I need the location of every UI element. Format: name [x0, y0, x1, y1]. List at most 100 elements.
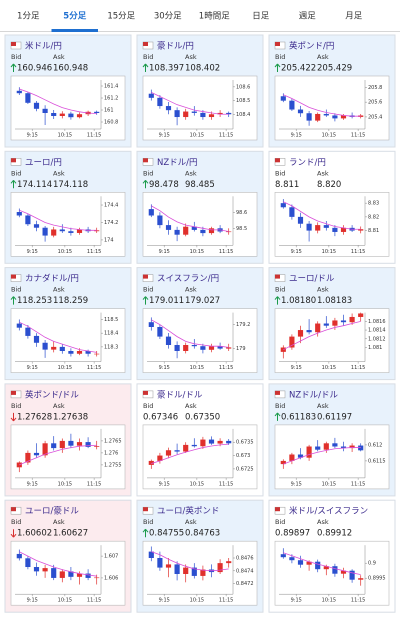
x-tick-label: 9:15 — [27, 481, 38, 487]
trend-arrow — [142, 63, 149, 72]
moving-average — [151, 443, 229, 464]
pair-name[interactable]: 米ドル/円 — [25, 41, 62, 52]
x-tick-label: 9:15 — [291, 249, 302, 255]
ask-label: Ask — [317, 169, 329, 177]
candle-body — [280, 96, 286, 101]
candle-body — [42, 108, 48, 113]
y-tick-label: 1.2755 — [104, 462, 122, 468]
tab-label[interactable]: 1時間足 — [199, 12, 230, 22]
candle-body — [289, 207, 295, 217]
y-tick-label: 98.5 — [236, 226, 247, 232]
trend-arrow — [10, 296, 17, 305]
candle-body — [208, 346, 215, 350]
chart-frame — [142, 540, 258, 606]
trend-arrow — [142, 528, 149, 538]
y-tick-label: 1.276 — [104, 450, 118, 456]
candle-body — [280, 460, 286, 465]
candle-body — [323, 113, 329, 116]
moving-average — [283, 552, 361, 575]
x-tick-label: 11:15 — [351, 365, 365, 371]
bid-price: 8.811 — [275, 180, 299, 190]
candle-body — [25, 93, 31, 103]
candle-body — [226, 231, 232, 233]
y-tick-label: 174 — [104, 237, 114, 243]
pair-name[interactable]: 豪ドル/円 — [157, 41, 194, 52]
tab-label[interactable]: 週足 — [299, 12, 317, 22]
pair-name[interactable]: ランド/円 — [289, 158, 326, 168]
candle-body — [148, 93, 154, 98]
x-tick-label: 10:15 — [322, 249, 336, 255]
x-tick-label: 10:15 — [190, 598, 204, 604]
pair-name[interactable]: スイスフラン/円 — [157, 274, 219, 284]
candle-body — [280, 203, 286, 208]
pair-name[interactable]: 英ポンド/円 — [289, 41, 334, 52]
y-tick-label: 0.8472 — [236, 581, 254, 587]
candle-body — [51, 113, 57, 116]
bid-label: Bid — [11, 402, 21, 410]
bid-price: 0.84755 — [149, 529, 184, 539]
y-tick-label: 205.6 — [368, 100, 382, 106]
candle-body — [174, 110, 180, 118]
pair-name[interactable]: 豪ドル/ドル — [157, 389, 203, 400]
pair-name[interactable]: カナダドル/円 — [25, 273, 79, 284]
candle-body — [165, 106, 172, 111]
y-tick-label: 0.6735 — [236, 440, 254, 446]
pair-name[interactable]: NZドル/ドル — [289, 390, 339, 400]
candle-body — [174, 345, 180, 351]
ask-price: 1.08183 — [317, 296, 352, 306]
y-tick-label: 108.5 — [236, 98, 250, 104]
y-tick-label: 160.8 — [104, 120, 118, 126]
y-tick-label: 0.673 — [236, 453, 250, 459]
candle-body — [183, 567, 189, 574]
x-tick-label: 11:15 — [351, 481, 365, 487]
tab-label[interactable]: 1分足 — [17, 12, 40, 22]
candle-body — [315, 225, 321, 231]
x-tick-label: 11:15 — [87, 481, 101, 487]
candle-body — [306, 113, 312, 121]
pair-name[interactable]: ユーロ/円 — [25, 158, 62, 168]
tab-label[interactable]: 日足 — [252, 12, 270, 22]
candle-body — [323, 443, 329, 450]
candle-body — [16, 323, 22, 328]
candle-body — [59, 346, 65, 351]
candle-body — [340, 227, 347, 232]
candle-body — [165, 225, 172, 230]
tab-label[interactable]: 5分足 — [63, 11, 86, 22]
trend-arrow — [274, 412, 281, 421]
tab-label[interactable]: 月足 — [345, 12, 363, 22]
candle-body — [315, 561, 321, 570]
pair-name[interactable]: ユーロ/ドル — [289, 274, 335, 284]
candle-body — [148, 322, 154, 327]
ask-price: 160.948 — [53, 64, 88, 74]
bid-price: 1.60602 — [17, 529, 52, 539]
x-tick-label: 11:15 — [219, 481, 233, 487]
y-tick-label: 118.5 — [104, 317, 118, 323]
pair-name[interactable]: ユーロ/豪ドル — [25, 506, 79, 517]
ask-price: 0.84763 — [185, 529, 220, 539]
x-tick-label: 10:15 — [322, 481, 336, 487]
x-tick-label: 10:15 — [190, 365, 204, 371]
tab-label[interactable]: 30分足 — [154, 12, 182, 22]
pair-name[interactable]: 米ドル/スイスフラン — [289, 506, 368, 517]
candle-body — [94, 111, 100, 113]
pair-name[interactable]: NZドル/円 — [157, 158, 198, 168]
y-tick-label: 0.8476 — [236, 556, 254, 562]
candle-body — [306, 561, 312, 565]
flag-icon — [143, 274, 148, 279]
x-tick-label: 9:15 — [27, 598, 38, 604]
candle-body — [306, 330, 312, 333]
ask-price: 0.89912 — [317, 529, 352, 539]
pair-name[interactable]: 英ポンド/ドル — [25, 389, 79, 400]
candle-body — [200, 229, 206, 234]
pair-name[interactable]: ユーロ/英ポンド — [157, 506, 219, 517]
candle-body — [68, 351, 74, 354]
x-tick-label: 11:15 — [87, 133, 101, 139]
candle-body — [33, 102, 40, 109]
candle-body — [200, 569, 206, 576]
candle-body — [174, 450, 180, 452]
tab-label[interactable]: 15分足 — [107, 12, 135, 22]
moving-average — [151, 205, 229, 232]
candle-body — [217, 563, 223, 573]
candle-body — [94, 353, 100, 355]
candle-body — [16, 90, 22, 94]
